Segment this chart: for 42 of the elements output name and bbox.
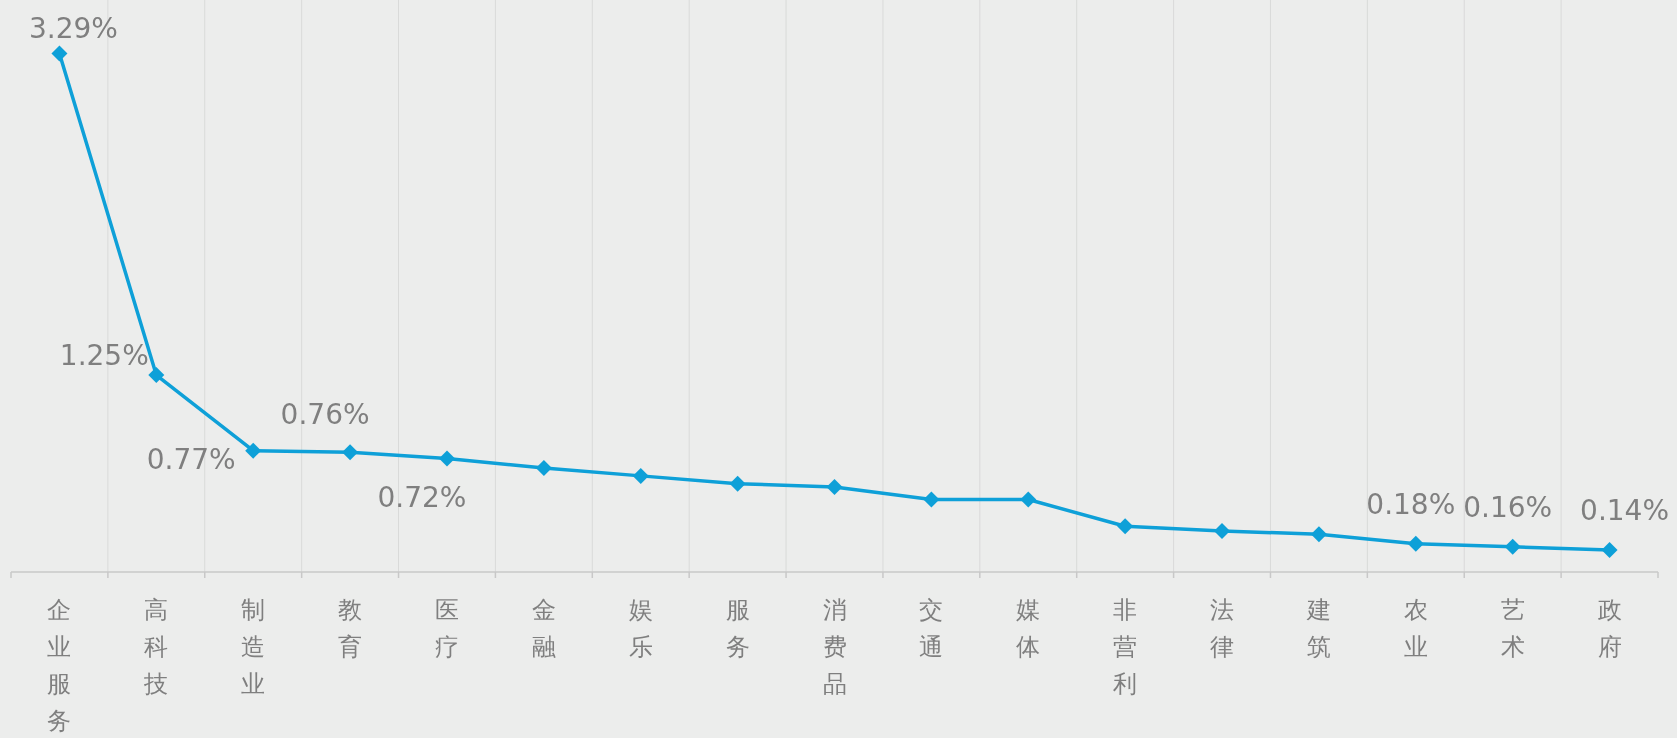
point: [1601, 541, 1618, 558]
data-label: 0.76%: [280, 398, 370, 432]
point: [342, 444, 359, 461]
x-tick-label: 非营利: [1113, 596, 1138, 698]
x-tick-label: 农业: [1403, 596, 1428, 661]
point: [1310, 526, 1327, 543]
data-label: 0.16%: [1463, 490, 1553, 524]
point: [1020, 491, 1037, 508]
point: [923, 491, 940, 508]
data-label: 0.77%: [146, 442, 236, 476]
point: [826, 478, 843, 495]
point: [632, 467, 649, 484]
data-label: 0.14%: [1580, 493, 1670, 527]
point: [1214, 523, 1231, 540]
data-label: 3.29%: [28, 11, 118, 45]
x-tick-label: 消费品: [822, 596, 847, 698]
data-label: 0.72%: [377, 480, 467, 514]
point: [729, 475, 746, 492]
x-tick-label: 艺术: [1500, 596, 1525, 661]
point: [1504, 538, 1521, 555]
x-tick-label: 媒体: [1016, 596, 1041, 661]
x-tick-label: 医疗: [434, 596, 459, 661]
x-tick-label: 高科技: [143, 596, 169, 698]
x-tick-label: 服务: [725, 596, 750, 661]
data-label: 0.18%: [1366, 487, 1456, 521]
point: [1117, 518, 1134, 535]
point: [535, 460, 552, 476]
point: [245, 442, 262, 459]
x-tick-label: 教育: [338, 596, 363, 661]
x-tick-label: 企业服务: [47, 596, 72, 735]
x-tick-label: 法律: [1210, 596, 1235, 661]
x-tick-label: 政府: [1597, 596, 1622, 661]
point: [438, 450, 455, 467]
x-tick-label: 建筑: [1305, 596, 1331, 661]
x-tick-label: 金融: [531, 596, 556, 661]
point: [148, 367, 165, 384]
point: [1407, 535, 1424, 552]
point: [51, 45, 68, 62]
x-tick-label: 交通: [919, 596, 944, 661]
x-tick-label: 娱乐: [628, 596, 653, 661]
x-tick-label: 制造业: [241, 596, 266, 698]
data-label: 1.25%: [59, 339, 149, 373]
